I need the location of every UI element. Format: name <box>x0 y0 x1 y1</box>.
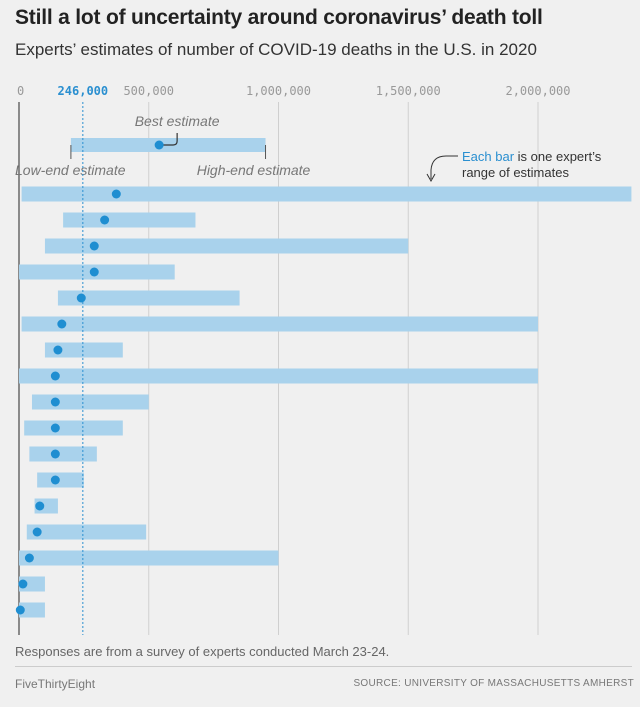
best-estimate-dot <box>76 293 86 303</box>
annotation-arrowhead <box>426 173 436 183</box>
range-bars <box>19 186 632 618</box>
brand-logo-text: FiveThirtyEight <box>15 677 96 691</box>
chart-title: Still a lot of uncertainty around corona… <box>15 6 543 29</box>
best-estimate-dot <box>53 345 63 355</box>
range-bar <box>19 550 279 566</box>
legend-high-label: High-end estimate <box>197 162 311 178</box>
x-tick-label: 246,000 <box>58 84 109 98</box>
range-bar <box>19 368 538 384</box>
x-tick-label: 1,500,000 <box>376 84 441 98</box>
best-estimate-dot <box>50 475 60 485</box>
range-bar <box>44 238 409 254</box>
best-estimate-dot <box>18 579 28 589</box>
annotation-highlight: Each bar <box>462 149 515 164</box>
legend-example: Best estimate Low-end estimate High-end … <box>15 113 311 178</box>
best-estimate-dot <box>57 319 67 329</box>
legend-low-label: Low-end estimate <box>15 162 126 178</box>
best-estimate-dot <box>89 267 99 277</box>
legend-best-dot <box>154 140 164 150</box>
source-credit: SOURCE: UNIVERSITY OF MASSACHUSETTS AMHE… <box>353 678 634 689</box>
best-estimate-dot <box>50 397 60 407</box>
x-axis-ticks: 0 246,000 500,000 1,000,000 1,500,000 2,000,0… <box>17 84 571 98</box>
x-tick-label: 500,000 <box>123 84 174 98</box>
chart-subtitle: Experts’ estimates of number of COVID-19… <box>15 40 537 59</box>
best-estimate-dot <box>50 449 60 459</box>
best-estimate-dot <box>111 189 121 199</box>
range-bar <box>24 420 123 436</box>
legend-best-connector <box>162 133 178 146</box>
annotation-rest: is one expert’s <box>514 149 602 164</box>
best-estimate-dots <box>15 189 121 615</box>
annotation-line-2: range of estimates <box>462 165 569 180</box>
survey-note: Responses are from a survey of experts c… <box>15 644 390 659</box>
legend-best-label: Best estimate <box>135 113 220 129</box>
chart-area: 0 246,000 500,000 1,000,000 1,500,000 2,000,0… <box>15 84 632 635</box>
range-bar <box>26 524 147 540</box>
best-estimate-dot <box>24 553 34 563</box>
range-bar <box>44 342 123 358</box>
range-bar <box>63 212 196 228</box>
range-bar <box>31 394 149 410</box>
x-tick-label: 1,000,000 <box>246 84 311 98</box>
best-estimate-dot <box>50 423 60 433</box>
best-estimate-dot <box>15 605 25 615</box>
best-estimate-dot <box>50 371 60 381</box>
each-bar-annotation: Each bar is one expert’s range of estima… <box>426 149 602 183</box>
range-bar <box>21 316 539 332</box>
best-estimate-dot <box>89 241 99 251</box>
range-bar <box>57 290 240 306</box>
range-bar <box>19 602 45 618</box>
range-bar <box>37 472 84 488</box>
best-estimate-dot <box>32 527 42 537</box>
best-estimate-dot <box>35 501 45 511</box>
footer-divider <box>15 666 632 667</box>
range-bar <box>19 576 45 592</box>
best-estimate-dot <box>100 215 110 225</box>
range-bar <box>29 446 97 462</box>
x-tick-label: 0 <box>17 84 24 98</box>
annotation-line-1: Each bar is one expert’s <box>462 149 602 164</box>
range-bar <box>21 186 632 202</box>
x-tick-label: 2,000,000 <box>505 84 570 98</box>
annotation-arrow <box>430 155 458 179</box>
